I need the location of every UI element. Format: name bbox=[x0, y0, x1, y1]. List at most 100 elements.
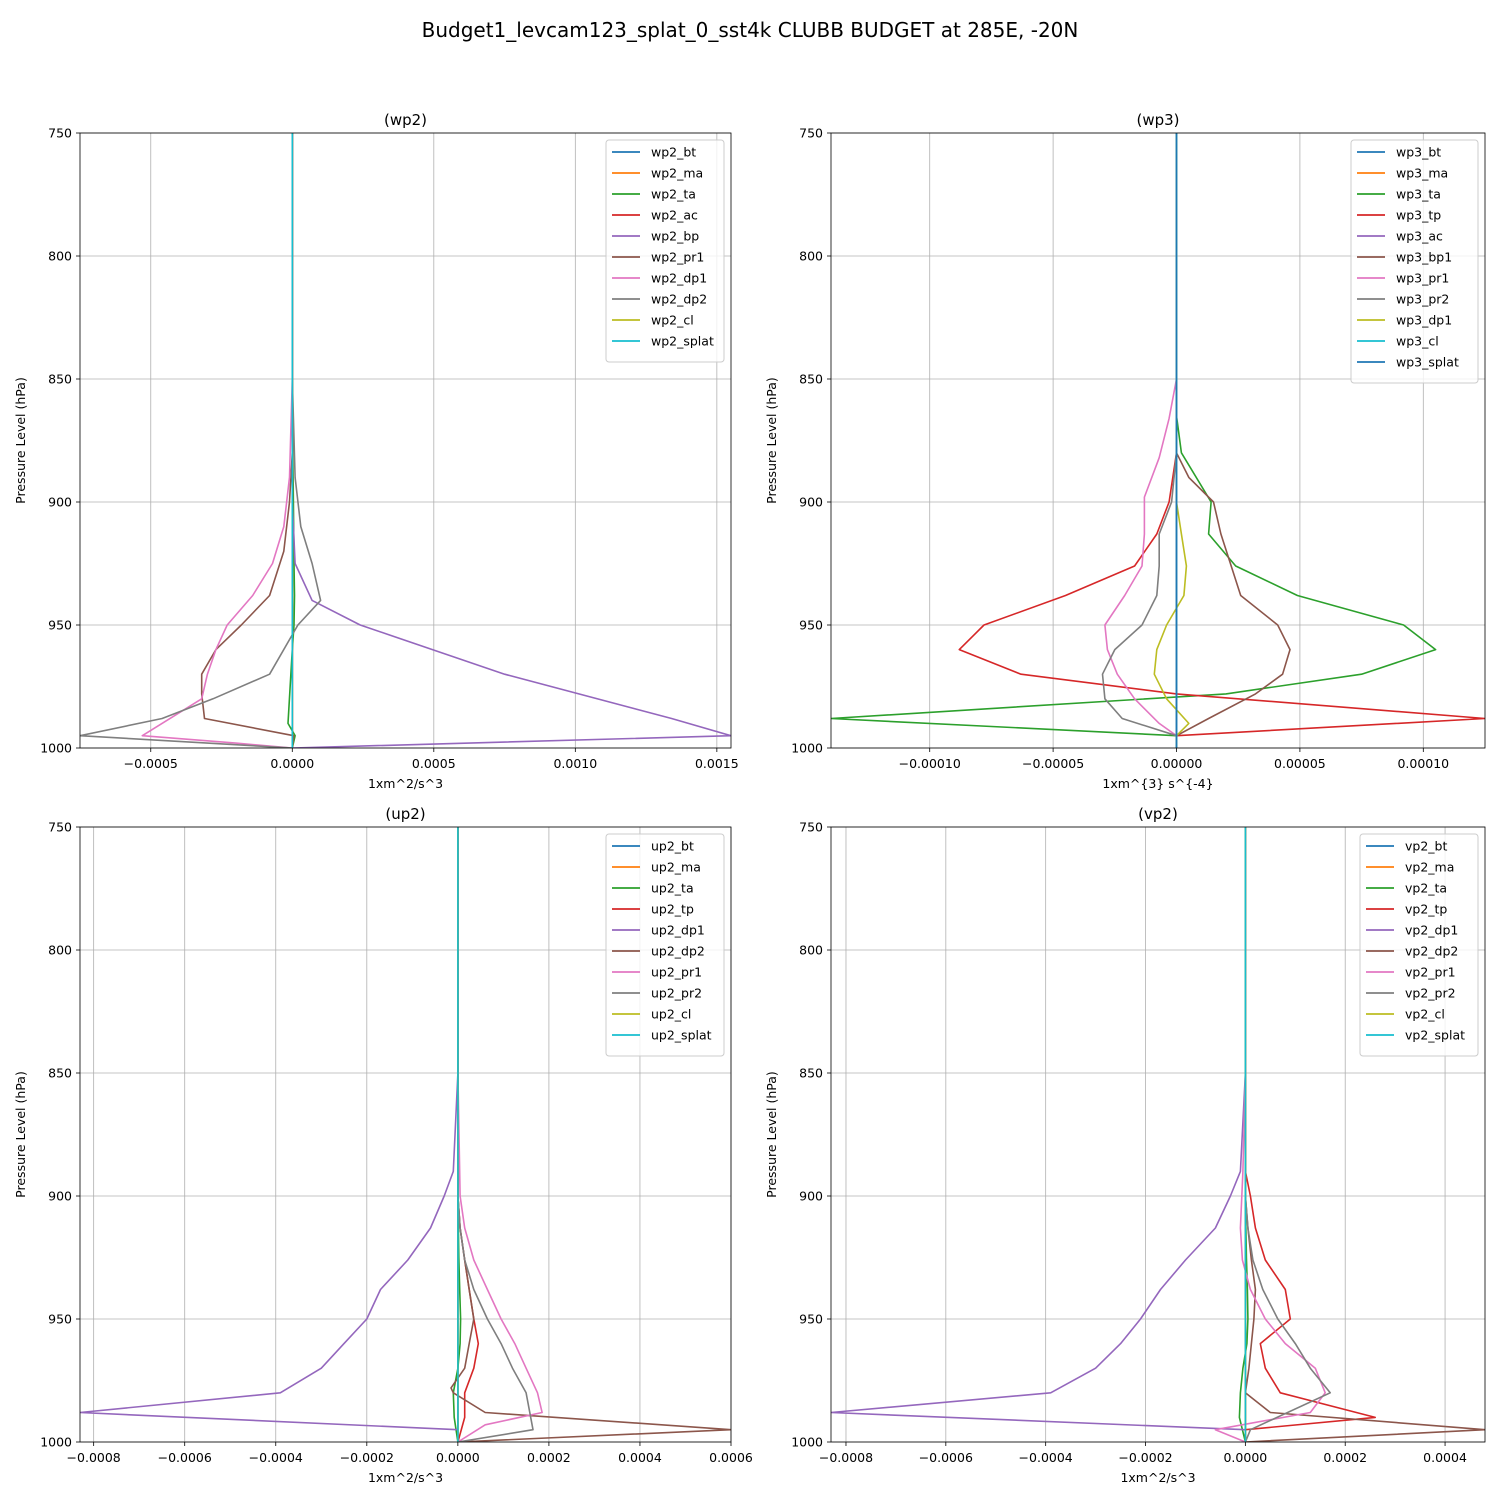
y-tick-label: 750 bbox=[48, 126, 72, 141]
chart-panel-1: −0.00010 −0.00005 0.00000 0.00005 0.00010 750… bbox=[764, 111, 1486, 791]
series-line-up2_dp1 bbox=[80, 827, 459, 1431]
legend-entry: up2_pr1 bbox=[651, 965, 702, 980]
y-tick-label: 850 bbox=[48, 372, 72, 387]
x-tick-label: −0.0004 bbox=[1019, 1450, 1073, 1465]
y-axis-label: Pressure Level (hPa) bbox=[764, 1071, 779, 1198]
x-tick-label: −0.00005 bbox=[1022, 756, 1084, 771]
legend-entry: wp3_bp1 bbox=[1396, 250, 1452, 265]
series-line-wp2_dp2 bbox=[80, 133, 322, 748]
x-tick-label: 0.0000 bbox=[436, 1450, 480, 1465]
y-tick-label: 900 bbox=[48, 1189, 72, 1204]
legend-entry: vp2_cl bbox=[1405, 1007, 1445, 1022]
legend-entry: wp3_ma bbox=[1396, 166, 1448, 181]
x-axis-label: 1xm^2/s^3 bbox=[1120, 1470, 1195, 1485]
legend-box bbox=[1359, 833, 1479, 1057]
series-line-vp2_tp bbox=[1244, 827, 1376, 1431]
legend-entry: wp3_pr1 bbox=[1396, 271, 1449, 286]
legend-entry: wp2_pr1 bbox=[651, 250, 704, 265]
y-tick-label: 900 bbox=[48, 495, 72, 510]
x-tick-label: 0.00010 bbox=[1397, 756, 1449, 771]
panel-title: (wp3) bbox=[1136, 111, 1179, 129]
x-tick-label: 0.0000 bbox=[1223, 1450, 1267, 1465]
legend-entry: wp3_tp bbox=[1396, 208, 1441, 223]
y-tick-label: 800 bbox=[799, 249, 823, 264]
x-axis-label: 1xm^2/s^3 bbox=[368, 1470, 443, 1485]
plot-frame bbox=[830, 132, 1486, 749]
legend-entry: wp2_bp bbox=[651, 229, 699, 244]
x-tick-label: 0.0004 bbox=[618, 1450, 662, 1465]
legend: up2_bt up2_ma up2_ta up2_tp up2_dp1 up2_dp2up… bbox=[605, 833, 725, 1057]
x-tick-label: −0.0008 bbox=[67, 1450, 121, 1465]
legend-entry: vp2_pr1 bbox=[1405, 965, 1456, 980]
x-tick-label: 0.0006 bbox=[709, 1450, 753, 1465]
chart-panel-3: −0.0008 −0.0006 −0.0004 −0.0002 0.0000 0.0002… bbox=[764, 805, 1486, 1485]
x-axis-label: 1xm^2/s^3 bbox=[368, 776, 443, 791]
figure-title: Budget1_levcam123_splat_0_sst4k CLUBB BU… bbox=[422, 18, 1079, 42]
legend-box bbox=[1350, 139, 1479, 384]
x-tick-label: −0.0006 bbox=[158, 1450, 212, 1465]
x-tick-label: 0.0005 bbox=[412, 756, 456, 771]
series-line-vp2_pr2 bbox=[1244, 827, 1331, 1442]
y-tick-label: 950 bbox=[48, 1312, 72, 1327]
legend: vp2_bt vp2_ma vp2_ta vp2_tp vp2_dp1 vp2_dp2vp… bbox=[1359, 833, 1479, 1057]
legend-entry: wp3_ta bbox=[1396, 187, 1441, 202]
series-line-vp2_pr1 bbox=[1214, 827, 1326, 1442]
legend-entry: wp2_ma bbox=[651, 166, 703, 181]
x-tick-label: −0.0002 bbox=[1118, 1450, 1172, 1465]
legend-entry: wp3_cl bbox=[1396, 334, 1439, 349]
y-tick-label: 800 bbox=[48, 943, 72, 958]
legend-entry: up2_splat bbox=[651, 1028, 712, 1043]
y-axis-label: Pressure Level (hPa) bbox=[764, 377, 779, 504]
y-tick-label: 800 bbox=[48, 249, 72, 264]
legend-entry: up2_dp2 bbox=[651, 944, 705, 959]
y-tick-label: 950 bbox=[799, 1312, 823, 1327]
plot-frame bbox=[830, 826, 1486, 1443]
plot-frame bbox=[79, 132, 732, 749]
y-tick-label: 850 bbox=[48, 1066, 72, 1081]
series-group bbox=[831, 827, 1485, 1442]
y-axis-label: Pressure Level (hPa) bbox=[13, 377, 28, 504]
y-tick-label: 850 bbox=[799, 372, 823, 387]
legend-entry: wp2_bt bbox=[651, 145, 696, 160]
series-line-wp3_ta bbox=[831, 133, 1437, 748]
panel-title: (wp2) bbox=[384, 111, 427, 129]
panel-title: (vp2) bbox=[1138, 805, 1178, 823]
legend-entry: up2_tp bbox=[651, 902, 694, 917]
legend-entry: wp3_pr2 bbox=[1396, 292, 1449, 307]
series-line-wp3_pr2 bbox=[1101, 133, 1178, 748]
y-axis-label: Pressure Level (hPa) bbox=[13, 1071, 28, 1198]
x-tick-label: 0.0000 bbox=[270, 756, 314, 771]
x-tick-label: −0.0004 bbox=[249, 1450, 303, 1465]
x-tick-label: −0.0008 bbox=[819, 1450, 873, 1465]
legend-entry: wp3_splat bbox=[1396, 355, 1459, 370]
legend-entry: up2_dp1 bbox=[651, 923, 705, 938]
legend-entry: vp2_splat bbox=[1405, 1028, 1465, 1043]
legend-entry: up2_pr2 bbox=[651, 986, 702, 1001]
legend-entry: wp3_dp1 bbox=[1396, 313, 1452, 328]
x-tick-label: 0.0010 bbox=[553, 756, 597, 771]
legend: wp3_bt wp3_ma wp3_ta wp3_tp wp3_ac wp3_bp1 wp3… bbox=[1350, 139, 1479, 384]
series-group bbox=[831, 133, 1485, 748]
y-tick-label: 850 bbox=[799, 1066, 823, 1081]
series-line-vp2_dp1 bbox=[831, 827, 1247, 1431]
y-tick-label: 1000 bbox=[40, 1435, 72, 1450]
chart-panel-0: −0.0005 0.0000 0.0005 0.0010 0.0015 750 800 850… bbox=[13, 111, 739, 791]
legend-entry: up2_cl bbox=[651, 1007, 691, 1022]
legend-entry: vp2_dp1 bbox=[1405, 923, 1458, 938]
y-tick-label: 750 bbox=[799, 126, 823, 141]
y-tick-label: 900 bbox=[799, 495, 823, 510]
chart-panel-2: −0.0008 −0.0006 −0.0004 −0.0002 0.0000 0.0002… bbox=[13, 805, 753, 1485]
series-line-up2_pr2 bbox=[457, 827, 534, 1442]
y-tick-label: 750 bbox=[48, 820, 72, 835]
legend-entry: up2_ta bbox=[651, 881, 694, 896]
x-tick-label: 0.0004 bbox=[1423, 1450, 1467, 1465]
x-tick-label: −0.00010 bbox=[899, 756, 961, 771]
x-axis-label: 1xm^{3} s^{-4} bbox=[1102, 776, 1213, 791]
x-tick-label: 0.00000 bbox=[1151, 756, 1203, 771]
plot-frame bbox=[79, 826, 732, 1443]
series-line-wp3_dp1 bbox=[1153, 133, 1190, 748]
legend-box bbox=[605, 139, 725, 363]
legend-entry: up2_bt bbox=[651, 839, 694, 854]
x-tick-label: 0.0015 bbox=[695, 756, 739, 771]
